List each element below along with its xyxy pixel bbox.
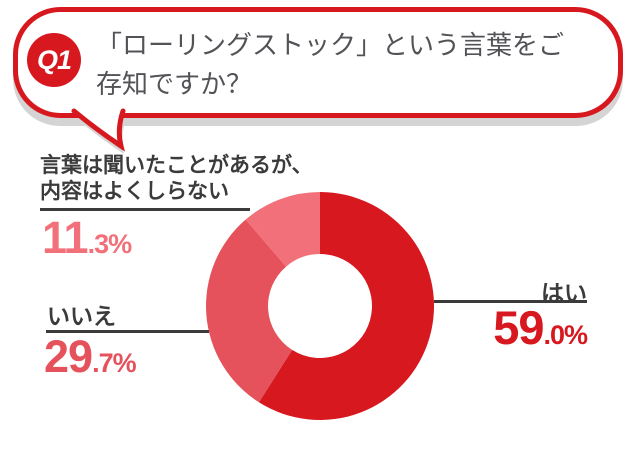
leader-line-no xyxy=(46,330,209,333)
donut-slice-1 xyxy=(206,219,293,403)
segment-value-yes: 59.0% xyxy=(493,301,588,354)
question-line-1: 「ローリングストック」という言葉をご xyxy=(96,30,565,60)
percent-decimal: .3% xyxy=(87,229,133,259)
leader-line-heard xyxy=(40,208,250,211)
percent-integer: 59 xyxy=(493,301,544,354)
bubble-tail xyxy=(71,108,126,152)
donut-slice-0 xyxy=(258,192,434,420)
question-line-2: 存知ですか？ xyxy=(96,69,253,99)
bubble-body xyxy=(13,7,623,118)
donut-chart xyxy=(206,192,434,420)
segment-label-no: いいえ xyxy=(47,303,116,329)
speech-bubble xyxy=(13,7,623,154)
percent-integer: 11 xyxy=(42,212,89,263)
question-number-badge: Q1 xyxy=(27,33,81,87)
segment-value-heard: 11.3% xyxy=(42,212,133,263)
percent-decimal: .7% xyxy=(92,348,137,378)
percent-integer: 29 xyxy=(44,331,93,382)
segment-value-no: 29.7% xyxy=(44,331,137,382)
segment-label-heard: 言葉は聞いたことがあるが、 内容はよくしらない xyxy=(40,154,313,203)
question-text: 「ローリングストック」という言葉をご 存知ですか？ xyxy=(96,26,601,104)
percent-decimal: .0% xyxy=(543,320,588,350)
leader-line-yes xyxy=(434,300,587,303)
question-number: Q1 xyxy=(36,44,72,75)
donut-slice-2 xyxy=(245,192,320,267)
